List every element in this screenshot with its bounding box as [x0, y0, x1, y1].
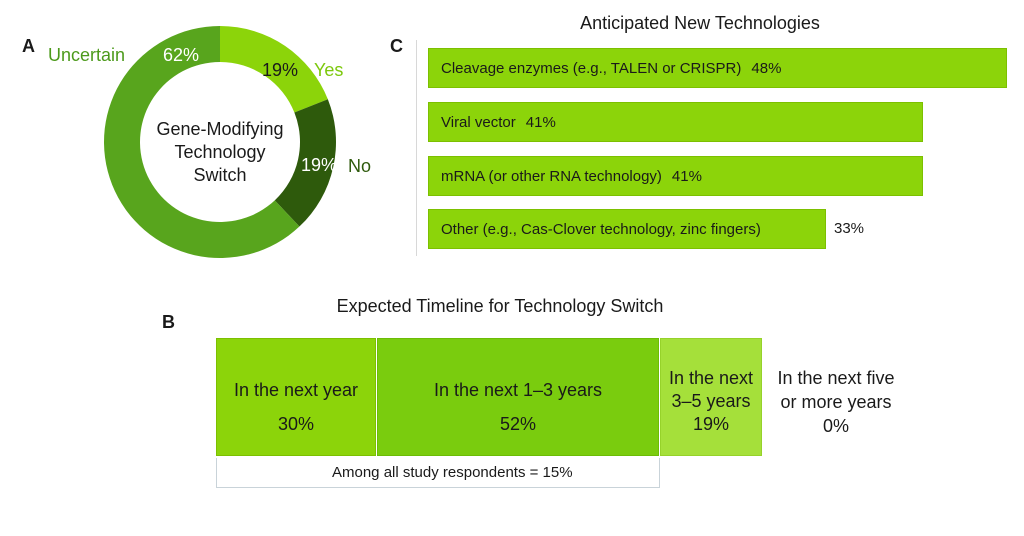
donut-title-line-3: Switch [193, 165, 247, 185]
donut-label-no: No [348, 156, 372, 176]
timeline-segment-1-3-years: In the next 1–3 years 52% [377, 338, 659, 456]
timeline-value-1-3-years: 52% [499, 414, 537, 434]
timeline-segment-five-plus-years: In the next five or more years 0% [766, 366, 906, 438]
chart-c-value-cleavage-enzymes: 48% [751, 60, 782, 77]
respondents-note: Among all study respondents = 15% [332, 464, 573, 481]
chart-c-bar-label-cleavage-enzymes: Cleavage enzymes (e.g., TALEN or CRISPR)… [441, 49, 781, 89]
timeline-label-next-year: In the next year [233, 380, 359, 400]
timeline-segment-next-year: In the next year 30% [216, 338, 376, 456]
chart-c-bar-mrna: mRNA (or other RNA technology) 41% [428, 156, 923, 196]
chart-c-bar-cleavage-enzymes: Cleavage enzymes (e.g., TALEN or CRISPR)… [428, 48, 1007, 88]
chart-c-value-mrna: 41% [671, 168, 702, 185]
timeline-label-3-5-years-line-2: 3–5 years [671, 391, 751, 411]
donut-label-uncertain: Uncertain [48, 45, 126, 65]
donut-slice-uncertain [103, 26, 300, 258]
donut-title-line-1: Gene-Modifying [156, 119, 284, 139]
donut-slice-yes [220, 26, 328, 113]
donut-slice-no [274, 99, 336, 227]
donut-chart [103, 26, 336, 258]
donut-center-title: Gene-Modifying Technology Switch [135, 118, 305, 187]
chart-c-category-cleavage-enzymes: Cleavage enzymes (e.g., TALEN or CRISPR) [441, 60, 742, 77]
chart-c-bar-label-viral-vector: Viral vector 41% [441, 103, 556, 143]
timeline-label-five-plus-line-2: or more years [780, 392, 892, 412]
chart-c-value-viral-vector: 41% [525, 114, 556, 131]
chart-c-bar-label-other: Other (e.g., Cas-Clover technology, zinc… [441, 210, 761, 250]
chart-c-value-other: 33% [834, 220, 865, 237]
chart-c-axis [416, 40, 417, 256]
chart-c-bar-viral-vector: Viral vector 41% [428, 102, 923, 142]
donut-value-yes: 19% [262, 60, 299, 80]
chart-c-bar-label-mrna: mRNA (or other RNA technology) 41% [441, 157, 702, 197]
chart-c-bar-other: Other (e.g., Cas-Clover technology, zinc… [428, 209, 826, 249]
donut-title-line-2: Technology [174, 142, 266, 162]
chart-b-title: Expected Timeline for Technology Switch [336, 296, 664, 316]
donut-value-uncertain: 62% [163, 45, 200, 65]
chart-c-title: Anticipated New Technologies [580, 13, 820, 33]
timeline-label-five-plus-line-1: In the next five [777, 368, 895, 388]
respondents-bracket [216, 458, 660, 488]
timeline-value-five-plus: 0% [822, 416, 849, 436]
donut-value-no: 19% [301, 155, 338, 175]
chart-c-category-mrna: mRNA (or other RNA technology) [441, 168, 662, 185]
donut-label-yes: Yes [314, 60, 344, 80]
timeline-value-next-year: 30% [277, 414, 315, 434]
chart-c-category-viral-vector: Viral vector [441, 114, 516, 131]
timeline-label-3-5-years-line-1: In the next [668, 368, 754, 388]
timeline-label-1-3-years: In the next 1–3 years [433, 380, 603, 400]
timeline-segment-3-5-years: In the next 3–5 years 19% [660, 338, 762, 456]
chart-c-category-other: Other (e.g., Cas-Clover technology, zinc… [441, 221, 761, 238]
timeline-value-3-5-years: 19% [692, 414, 730, 434]
